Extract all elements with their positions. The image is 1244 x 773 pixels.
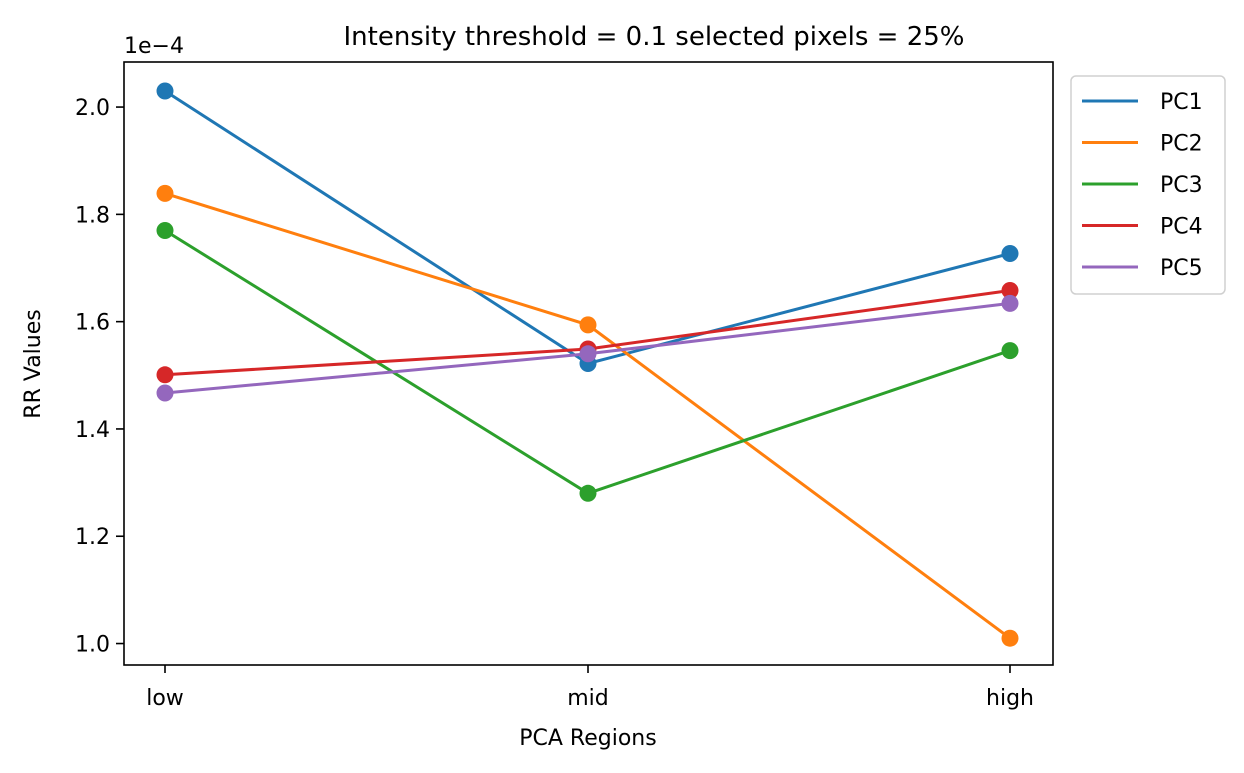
y-axis-label: RR Values	[21, 309, 46, 418]
legend-label: PC4	[1160, 215, 1203, 240]
data-point-pc4	[1001, 282, 1019, 299]
data-point-pc1	[156, 82, 174, 100]
data-point-pc5	[1001, 294, 1019, 312]
y-tick-label: 1.6	[75, 311, 110, 336]
data-point-pc3	[156, 222, 174, 239]
chart-title: Intensity threshold = 0.1 selected pixel…	[343, 22, 964, 52]
legend-label: PC2	[1160, 132, 1203, 157]
data-point-pc2	[579, 316, 597, 334]
y-axis: 1.0 1.2 1.4 1.6 1.8 2.0	[75, 96, 124, 658]
data-point-pc5	[579, 345, 597, 363]
series-line-pc2	[164, 191, 1011, 640]
data-point-pc2	[1001, 629, 1019, 647]
data-point-pc3	[1001, 342, 1019, 360]
plot-area	[156, 82, 1019, 647]
data-point-pc3	[579, 484, 597, 502]
legend-label: PC1	[1160, 90, 1203, 115]
y-tick-label: 1.2	[75, 525, 110, 550]
data-point-pc1	[1001, 245, 1019, 262]
data-point-pc5	[156, 384, 174, 402]
data-point-pc4	[156, 366, 174, 384]
legend-frame	[1070, 75, 1226, 295]
y-tick-label: 1.8	[75, 203, 110, 228]
legend: PC1 PC2 PC3 PC4 PC5	[1070, 75, 1226, 295]
x-tick-label: high	[986, 686, 1034, 711]
x-axis: low mid high	[146, 665, 1034, 711]
y-tick-label: 1.4	[75, 418, 110, 443]
data-point-pc2	[156, 184, 174, 202]
x-axis-label: PCA Regions	[519, 726, 656, 751]
x-tick-label: mid	[567, 686, 609, 711]
y-tick-label: 2.0	[75, 96, 110, 121]
legend-label: PC3	[1160, 173, 1203, 198]
y-tick-label: 1.0	[75, 633, 110, 658]
legend-label: PC5	[1160, 256, 1203, 281]
x-tick-label: low	[146, 686, 184, 711]
y-scale-label: 1e−4	[124, 34, 184, 59]
